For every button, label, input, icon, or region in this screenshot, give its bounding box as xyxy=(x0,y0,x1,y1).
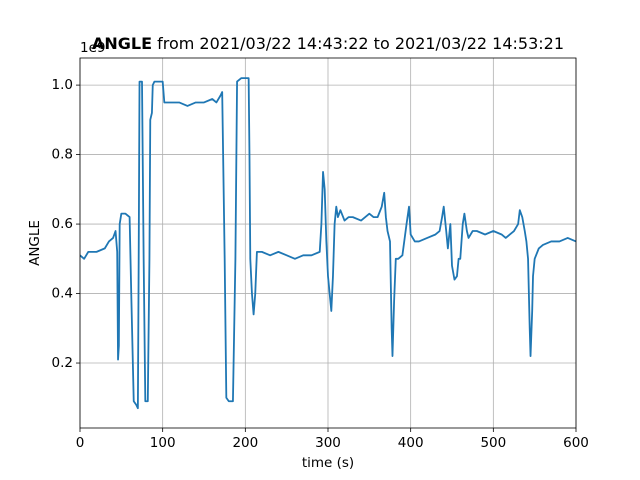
chart-title: ANGLE from 2021/03/22 14:43:22 to 2021/0… xyxy=(92,34,564,53)
title-rest: from 2021/03/22 14:43:22 to 2021/03/22 1… xyxy=(157,34,564,53)
x-tick-label: 500 xyxy=(480,435,506,451)
y-tick-label: 1.0 xyxy=(52,77,73,93)
y-tick-label: 0.8 xyxy=(52,147,73,163)
plot-frame xyxy=(79,57,577,429)
x-tick-label: 400 xyxy=(398,435,424,451)
y-tick-label: 0.6 xyxy=(52,216,73,232)
x-tick-label: 600 xyxy=(563,435,589,451)
x-tick-label: 0 xyxy=(76,435,85,451)
x-tick-label: 200 xyxy=(232,435,258,451)
data-line xyxy=(80,77,576,410)
x-tick-label: 300 xyxy=(315,435,341,451)
x-tick-label: 100 xyxy=(150,435,176,451)
y-tick-label: 0.2 xyxy=(52,355,73,371)
x-axis-label: time (s) xyxy=(302,455,354,471)
y-tick-label: 0.4 xyxy=(52,286,73,302)
y-axis-label: ANGLE xyxy=(27,220,43,266)
title-bold: ANGLE xyxy=(92,34,152,53)
y-offset-label: 1e9 xyxy=(80,40,105,56)
